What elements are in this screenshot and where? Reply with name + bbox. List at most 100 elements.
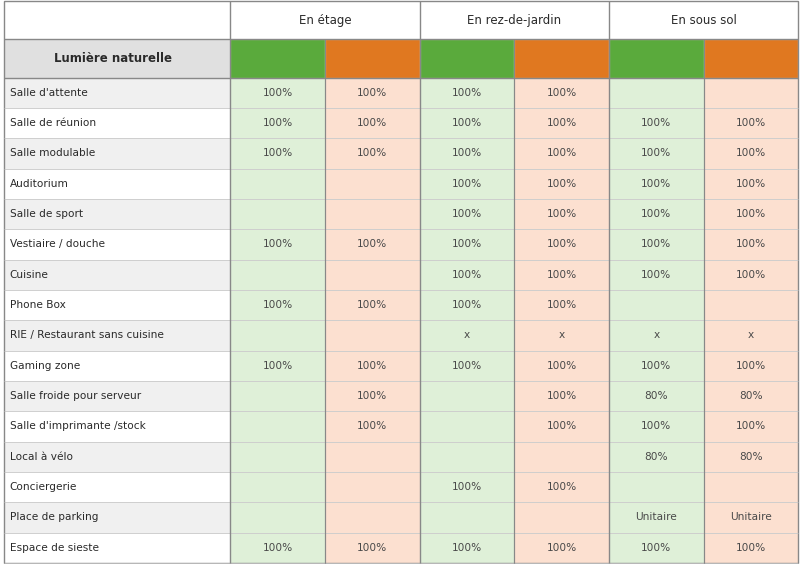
Bar (609, 169, 704, 199)
Bar (514, 411, 609, 442)
Bar (420, 320, 514, 351)
Bar (325, 138, 420, 169)
Text: 100%: 100% (262, 148, 293, 158)
Bar (514, 108, 609, 138)
Text: 80%: 80% (645, 452, 668, 462)
Bar (325, 502, 420, 532)
Text: 100%: 100% (452, 239, 482, 249)
Bar (325, 108, 420, 138)
Bar (230, 290, 325, 320)
Bar (4, 290, 230, 320)
Text: 100%: 100% (358, 148, 387, 158)
Bar (704, 77, 798, 108)
Text: En rez-de-jardin: En rez-de-jardin (467, 14, 562, 27)
Bar (325, 381, 420, 411)
Text: 100%: 100% (736, 421, 766, 431)
Bar (609, 472, 704, 502)
Text: Local à vélo: Local à vélo (10, 452, 73, 462)
Bar (514, 199, 609, 229)
Text: Unitaire: Unitaire (730, 512, 772, 522)
Bar (704, 169, 798, 199)
Bar (420, 229, 514, 259)
Text: 100%: 100% (452, 87, 482, 98)
Text: 100%: 100% (642, 239, 671, 249)
Bar (514, 502, 609, 532)
Text: Espace de sieste: Espace de sieste (10, 543, 98, 553)
Bar (230, 472, 325, 502)
Text: 100%: 100% (642, 543, 671, 553)
Bar (325, 77, 420, 108)
Bar (420, 472, 514, 502)
Bar (514, 169, 609, 199)
Bar (325, 229, 420, 259)
Text: RIE / Restaurant sans cuisine: RIE / Restaurant sans cuisine (10, 331, 163, 340)
Bar (609, 502, 704, 532)
Text: 100%: 100% (642, 148, 671, 158)
Bar (609, 290, 704, 320)
Text: Unitaire: Unitaire (635, 512, 678, 522)
Text: 100%: 100% (546, 361, 577, 371)
Bar (704, 259, 798, 290)
Text: 100%: 100% (358, 361, 387, 371)
Bar (4, 502, 230, 532)
Bar (420, 1, 609, 39)
Text: 100%: 100% (736, 543, 766, 553)
Text: x: x (654, 331, 659, 340)
Bar (420, 199, 514, 229)
Text: Salle d'attente: Salle d'attente (10, 87, 87, 98)
Text: 100%: 100% (452, 543, 482, 553)
Bar (609, 532, 704, 563)
Bar (420, 411, 514, 442)
Bar (704, 472, 798, 502)
Text: 100%: 100% (262, 87, 293, 98)
Text: 100%: 100% (262, 543, 293, 553)
Bar (609, 351, 704, 381)
Text: 100%: 100% (642, 118, 671, 128)
Bar (609, 320, 704, 351)
Bar (420, 351, 514, 381)
Text: 100%: 100% (452, 148, 482, 158)
Text: Salle modulable: Salle modulable (10, 148, 95, 158)
Bar (230, 229, 325, 259)
Text: Salle d'imprimante /stock: Salle d'imprimante /stock (10, 421, 146, 431)
Text: 100%: 100% (262, 300, 293, 310)
Text: 100%: 100% (452, 179, 482, 189)
Bar (704, 320, 798, 351)
Text: 100%: 100% (358, 421, 387, 431)
Bar (4, 229, 230, 259)
Bar (325, 532, 420, 563)
Bar (514, 351, 609, 381)
Bar (704, 199, 798, 229)
Bar (4, 532, 230, 563)
Text: En sous sol: En sous sol (670, 14, 737, 27)
Text: 100%: 100% (452, 270, 482, 280)
Bar (4, 199, 230, 229)
Bar (704, 502, 798, 532)
Text: x: x (558, 331, 565, 340)
Bar (420, 138, 514, 169)
Bar (4, 138, 230, 169)
Bar (230, 351, 325, 381)
Bar (325, 442, 420, 472)
Text: 100%: 100% (546, 118, 577, 128)
Bar (514, 442, 609, 472)
Text: Phone Box: Phone Box (10, 300, 66, 310)
Bar (325, 351, 420, 381)
Bar (704, 290, 798, 320)
Bar (514, 320, 609, 351)
Bar (609, 411, 704, 442)
Bar (4, 351, 230, 381)
Bar (4, 259, 230, 290)
Text: En étage: En étage (298, 14, 351, 27)
Text: 100%: 100% (736, 209, 766, 219)
Text: 100%: 100% (546, 421, 577, 431)
Text: 100%: 100% (736, 361, 766, 371)
Text: 100%: 100% (642, 270, 671, 280)
Bar (704, 411, 798, 442)
Bar (704, 351, 798, 381)
Text: Gaming zone: Gaming zone (10, 361, 80, 371)
Text: 100%: 100% (546, 300, 577, 310)
Text: Salle froide pour serveur: Salle froide pour serveur (10, 391, 141, 401)
Text: x: x (464, 331, 470, 340)
Bar (704, 39, 798, 77)
